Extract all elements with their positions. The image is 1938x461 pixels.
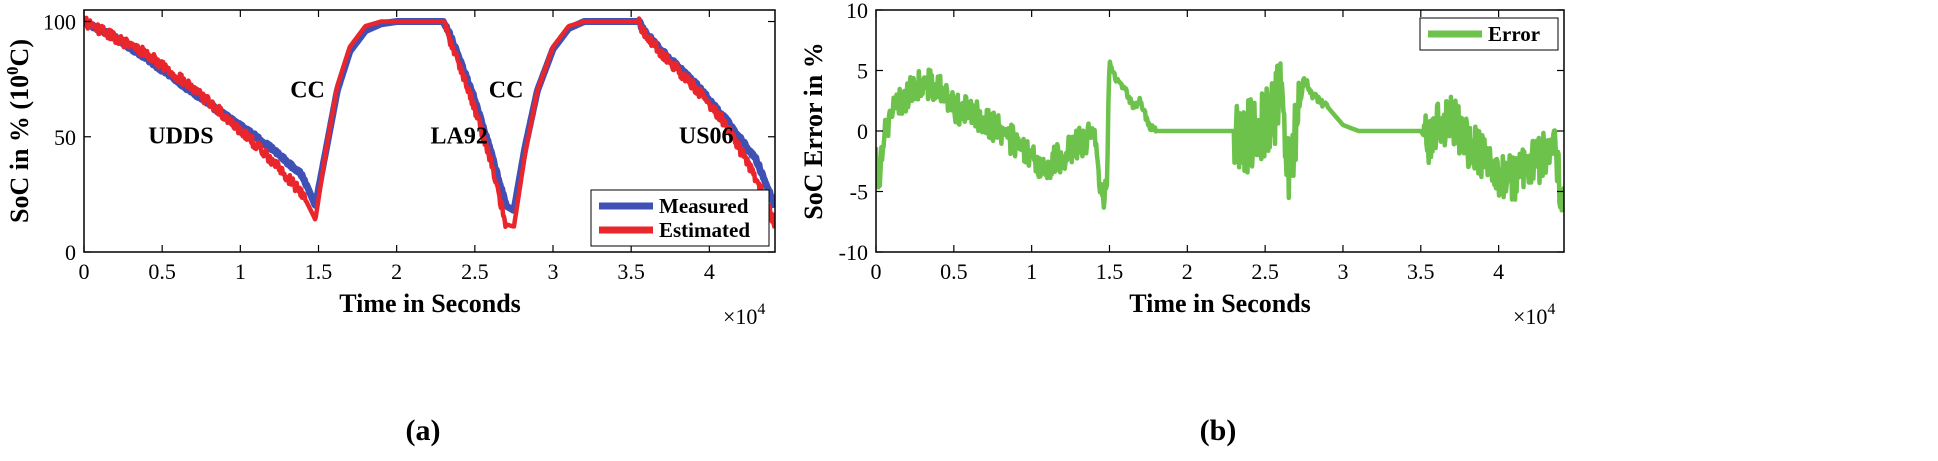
panel-a: 0 0.5 1 1.5 2 2.5 3 3.5 4 0 50 100 Time in Seconds So… (3, 9, 776, 447)
plot-area (876, 59, 1564, 213)
x-multiplier: ×104 (1513, 301, 1555, 329)
annotation-label: LA92 (431, 124, 488, 150)
legend-entry-estimated: Estimated (659, 218, 750, 242)
y-axis-label: SoC in % (100C) (3, 39, 34, 223)
x-multiplier: ×104 (723, 301, 765, 329)
y-tick-label: 0 (857, 119, 868, 144)
y-tick-label: 50 (54, 125, 76, 150)
x-tick-label: 1.5 (305, 259, 333, 284)
x-tick-label: 0 (79, 259, 90, 284)
x-tick-label: 2.5 (461, 259, 489, 284)
x-tick-label: 0.5 (940, 259, 968, 284)
x-tick-label: 4 (1493, 259, 1504, 284)
x-tick-label: 0 (871, 259, 882, 284)
series-line-measured (84, 17, 775, 214)
y-tick-label: -5 (850, 180, 868, 205)
annotation-label: US06 (679, 124, 734, 150)
series-line-error (876, 59, 1564, 213)
series-line-estimated (84, 15, 775, 230)
x-tick-label: 4 (704, 259, 715, 284)
axes-box (83, 9, 776, 253)
panel-b: 0 0.5 1 1.5 2 2.5 3 3.5 4 -10 -5 0 5 10 Time in Second… (799, 0, 1565, 447)
panel-caption: (a) (406, 414, 441, 447)
x-tick-label: 2.5 (1251, 259, 1279, 284)
x-tick-label: 3.5 (1407, 259, 1435, 284)
y-tick-label: 5 (857, 59, 868, 84)
y-tick-label: -10 (839, 240, 868, 265)
legend-entry-measured: Measured (659, 194, 749, 218)
y-tick-label: 100 (43, 10, 76, 35)
x-axis-label: Time in Seconds (339, 289, 521, 318)
plot-area (84, 15, 775, 230)
x-tick-label: 3 (1337, 259, 1348, 284)
x-tick-label: 2 (1182, 259, 1193, 284)
legend: Error (1419, 17, 1559, 51)
y-axis-label: SoC Error in % (799, 42, 828, 219)
x-tick-label: 1.5 (1096, 259, 1124, 284)
x-tick-label: 1 (235, 259, 246, 284)
x-tick-label: 2 (391, 259, 402, 284)
y-tick-label: 0 (65, 240, 76, 265)
x-tick-label: 3.5 (617, 259, 645, 284)
x-axis-label: Time in Seconds (1129, 289, 1311, 318)
legend-box (590, 189, 770, 247)
annotation-label: CC (489, 78, 524, 104)
x-tick-label: 3 (548, 259, 559, 284)
panel-caption: (b) (1200, 414, 1237, 447)
legend-entry-error: Error (1488, 22, 1540, 46)
x-tick-label: 1 (1026, 259, 1037, 284)
y-tick-label: 10 (846, 0, 868, 23)
annotation-label: CC (290, 78, 325, 104)
x-tick-label: 0.5 (148, 259, 176, 284)
annotation-label: UDDS (148, 124, 213, 150)
